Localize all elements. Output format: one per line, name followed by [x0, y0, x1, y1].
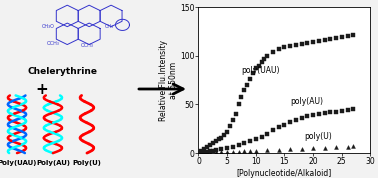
Text: poly(U): poly(U): [305, 132, 332, 142]
Text: CH₃O: CH₃O: [42, 24, 54, 29]
Text: +: +: [35, 82, 48, 96]
Text: poly(UAU): poly(UAU): [242, 66, 280, 75]
Y-axis label: Relative Flu.Intensity
at 550nm: Relative Flu.Intensity at 550nm: [159, 40, 178, 121]
Text: OCH₃: OCH₃: [81, 43, 94, 48]
Text: CH₃: CH₃: [104, 24, 113, 29]
Text: OCH₃: OCH₃: [46, 41, 59, 46]
Text: poly(AU): poly(AU): [290, 97, 323, 106]
Text: Poly(AU): Poly(AU): [36, 160, 70, 166]
Text: Poly(UAU): Poly(UAU): [0, 160, 37, 166]
Text: Chelerythrine: Chelerythrine: [27, 67, 98, 76]
X-axis label: [Polynucleotide/Alkaloid]: [Polynucleotide/Alkaloid]: [237, 169, 332, 178]
Text: Poly(U): Poly(U): [73, 160, 101, 166]
